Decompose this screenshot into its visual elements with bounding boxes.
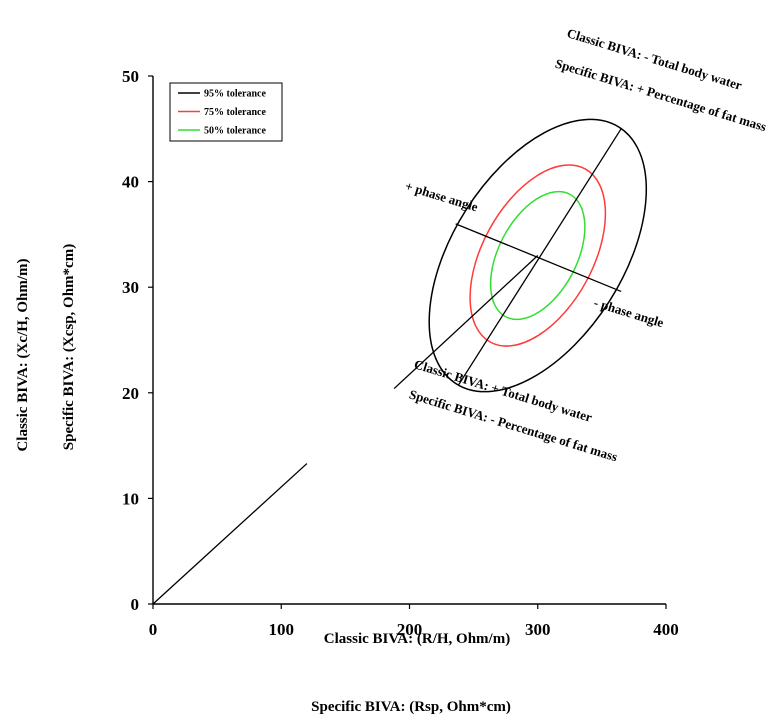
x-tick-label: 300 — [525, 620, 551, 639]
y-axis-title-classic: Classic BIVA: (Xc/H, Ohm/m) — [15, 258, 31, 451]
legend-label: 75% tolerance — [204, 107, 266, 118]
y-tick-label: 20 — [122, 384, 139, 403]
reference-vector-lower — [152, 463, 308, 605]
reference-vector-upper — [393, 255, 539, 390]
x-axis-title-specific: Specific BIVA: (Rsp, Ohm*cm) — [311, 699, 511, 715]
x-tick-label: 0 — [149, 620, 158, 639]
y-tick-label: 50 — [122, 67, 139, 86]
x-axis-title-classic: Classic BIVA: (R/H, Ohm/m) — [324, 631, 510, 647]
y-tick-label: 10 — [122, 489, 139, 508]
legend-label: 50% tolerance — [204, 126, 266, 137]
axes: 0 100 200 300 400 0 10 20 30 40 50 Classic BIVA: (R… — [15, 67, 679, 715]
tolerance-ellipse-75 — [469, 164, 607, 347]
x-tick-label: 200 — [397, 620, 423, 639]
legend: 95% tolerance 75% tolerance 50% tolerance — [169, 82, 283, 142]
ellipse-major-axis — [457, 128, 622, 386]
ellipse-minor-axis — [455, 223, 622, 293]
legend-label: 95% tolerance — [204, 89, 266, 100]
annotation-label: - phase angle — [592, 295, 666, 331]
y-tick-label: 30 — [122, 278, 139, 297]
x-tick-label: 400 — [653, 620, 679, 639]
annotations: Classic BIVA: - Total body waterSpecific… — [403, 25, 768, 464]
annotation-label: + phase angle — [403, 178, 480, 214]
plot-layer — [152, 118, 648, 605]
x-tick-label: 100 — [269, 620, 295, 639]
tolerance-ellipse-95 — [428, 118, 648, 393]
y-tick-label: 0 — [131, 595, 140, 614]
y-tick-label: 40 — [122, 173, 139, 192]
tolerance-ellipse-50 — [489, 190, 586, 321]
y-axis-title-specific: Specific BIVA: (Xcsp, Ohm*cm) — [61, 244, 77, 450]
annotation-label: Classic BIVA: - Total body water — [565, 25, 744, 93]
